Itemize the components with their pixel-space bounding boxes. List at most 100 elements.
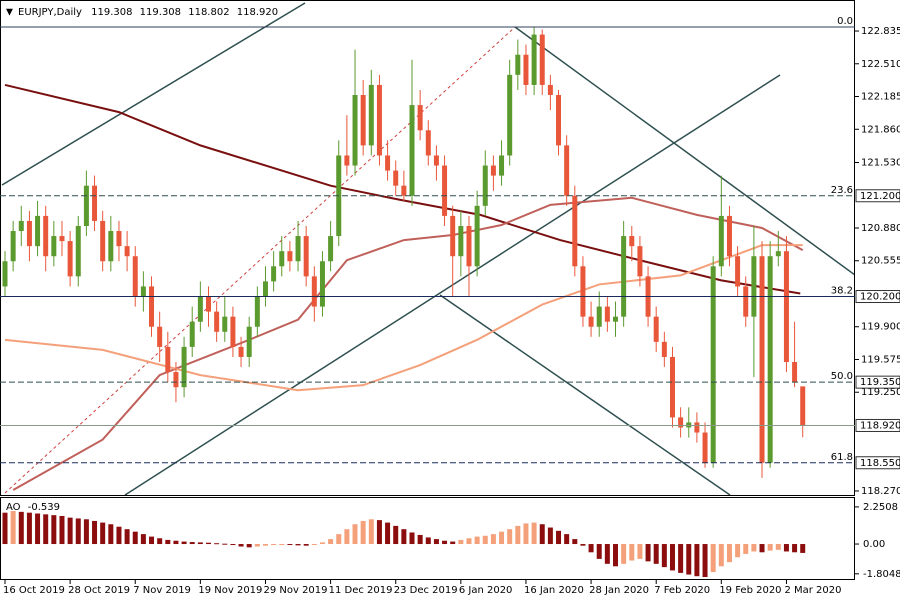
ao-bar	[645, 544, 651, 562]
ao-bar	[775, 544, 781, 550]
candle-body	[197, 296, 203, 322]
candle-body	[246, 326, 252, 357]
ohlc: 118.920	[237, 7, 278, 18]
ao-bar	[10, 511, 16, 545]
x-tick-label: 16 Jan 2020	[524, 585, 584, 596]
fib-level-label: 23.6	[831, 185, 853, 196]
candle-body	[35, 215, 41, 247]
ao-bar	[108, 524, 114, 545]
ao-bar	[206, 542, 211, 545]
candle-body	[531, 34, 537, 85]
price-box-label: 119.350	[860, 377, 900, 388]
ao-bar	[539, 524, 545, 545]
ao-bar	[230, 544, 236, 546]
x-tick-label: 7 Feb 2020	[654, 585, 710, 596]
ao-tick-label: 2.2508	[863, 502, 898, 513]
ao-bar	[2, 512, 8, 545]
ao-bar	[710, 544, 716, 573]
candle-body	[474, 205, 480, 267]
collapse-icon[interactable]: ▼	[6, 8, 13, 18]
candle-body	[694, 422, 700, 433]
ao-bar	[572, 539, 578, 545]
candle-body	[2, 261, 8, 287]
fib-level-label: 0.0	[837, 16, 853, 27]
y-tick-label: 122.185	[861, 92, 900, 103]
ao-bar	[792, 544, 798, 553]
trend-line	[1, 2, 306, 186]
ao-bar	[490, 534, 496, 545]
ao-bar	[702, 544, 708, 578]
ao-bar	[450, 541, 456, 545]
ao-bar	[385, 522, 391, 545]
candle-body	[702, 432, 708, 463]
ao-name: AO	[6, 502, 21, 513]
ao-bar	[336, 534, 342, 545]
candle-body	[564, 145, 570, 196]
price-box	[855, 418, 900, 432]
ao-bar	[637, 544, 643, 559]
ao-bar	[360, 520, 366, 545]
fib-level-label: 61.8	[831, 452, 853, 463]
candle-body	[751, 256, 757, 317]
ao-label: AO -0.539	[6, 502, 60, 513]
candle-body	[214, 311, 220, 332]
ao-bar	[743, 544, 749, 554]
candle-body	[173, 372, 179, 388]
y-tick-label: 121.530	[861, 158, 900, 169]
candle-body	[792, 362, 798, 383]
ao-bar	[393, 525, 399, 545]
y-tick-label: 122.510	[861, 59, 900, 70]
ao-bar	[222, 543, 228, 545]
candle-body	[352, 95, 358, 166]
candle-body	[344, 155, 350, 166]
candle-body	[499, 155, 505, 176]
ao-bar	[669, 544, 675, 571]
last-price-label: 118.920	[860, 420, 900, 431]
ohlc: 119.308	[91, 7, 132, 18]
ao-bar	[189, 542, 195, 545]
candle-body	[580, 266, 586, 317]
candle-body	[556, 95, 562, 146]
candle-body	[75, 225, 81, 277]
ao-bar	[92, 520, 98, 545]
ao-bar	[124, 529, 130, 545]
candle-body	[67, 241, 73, 277]
y-tick-label: 121.860	[861, 124, 900, 135]
candle-body	[547, 84, 553, 96]
y-tick-label: 118.270	[861, 486, 900, 497]
ao-bar	[613, 544, 618, 567]
ao-bar	[132, 531, 138, 545]
ao-bar	[319, 542, 325, 545]
ao-bar	[75, 518, 81, 545]
candle-body	[629, 236, 635, 247]
ao-bar	[515, 525, 521, 545]
price-box	[855, 456, 900, 470]
candle-body	[783, 251, 789, 363]
candle-body	[767, 256, 773, 463]
ao-bar	[458, 539, 464, 545]
candle-body	[262, 281, 268, 297]
candle-body	[442, 165, 448, 216]
y-tick-label: 120.555	[861, 256, 900, 267]
ao-bar	[197, 542, 203, 545]
ao-bar	[531, 522, 537, 545]
x-tick-label: 2 Mar 2020	[784, 585, 841, 596]
main-panel	[1, 2, 855, 496]
ao-bar	[271, 544, 277, 546]
ao-bar	[368, 519, 374, 545]
trend-line	[514, 26, 855, 276]
candle-body	[710, 266, 716, 463]
ao-bar	[564, 534, 570, 545]
candle-body	[572, 195, 578, 267]
ao-bar	[67, 517, 73, 545]
candle-body	[295, 236, 301, 262]
candle-body	[433, 155, 439, 166]
candle-body	[613, 316, 618, 322]
ao-bar	[629, 544, 635, 561]
candle-body	[59, 236, 65, 242]
candle-body	[165, 346, 171, 373]
ao-bar	[596, 544, 602, 559]
ao-bar	[726, 544, 732, 563]
ao-bar	[783, 544, 789, 552]
chart-title: EURJPY,Daily 119.308 119.308 118.802 118…	[18, 7, 278, 18]
